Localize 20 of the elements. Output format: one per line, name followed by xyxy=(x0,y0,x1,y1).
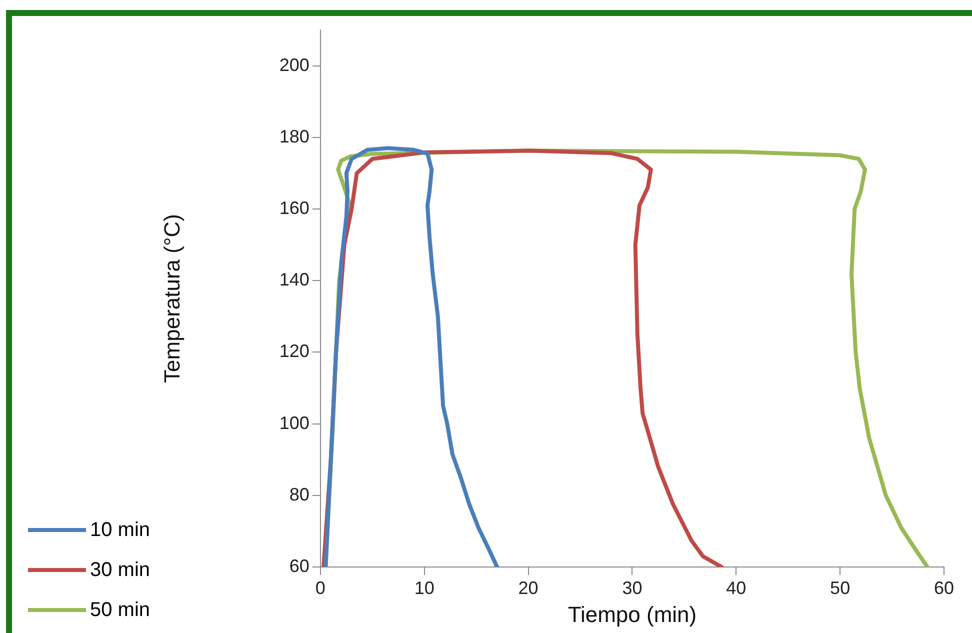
y-tick-label: 200 xyxy=(279,54,310,75)
legend-label: 30 min xyxy=(90,558,150,582)
y-tick-label: 60 xyxy=(289,556,310,576)
y-tick-label: 160 xyxy=(279,198,310,218)
legend-label: 10 min xyxy=(90,518,150,542)
y-tick-label: 140 xyxy=(279,270,310,290)
y-axis-title: Temperatura (°C) xyxy=(159,214,184,383)
y-tick-label: 100 xyxy=(279,412,310,433)
legend-label: 50 min xyxy=(90,598,150,622)
x-tick-label: 10 xyxy=(414,578,434,598)
x-tick-label: 40 xyxy=(726,578,746,598)
y-tick-label: 180 xyxy=(279,126,310,146)
x-axis-title: Tiempo (min) xyxy=(568,602,697,627)
x-tick-label: 20 xyxy=(518,578,538,598)
x-tick-label: 50 xyxy=(830,578,850,598)
x-tick-label: 0 xyxy=(315,578,326,598)
x-tick-label: 30 xyxy=(622,578,642,598)
x-tick-label: 60 xyxy=(934,578,954,598)
y-tick-label: 80 xyxy=(289,484,310,504)
y-tick-label: 120 xyxy=(279,341,310,362)
